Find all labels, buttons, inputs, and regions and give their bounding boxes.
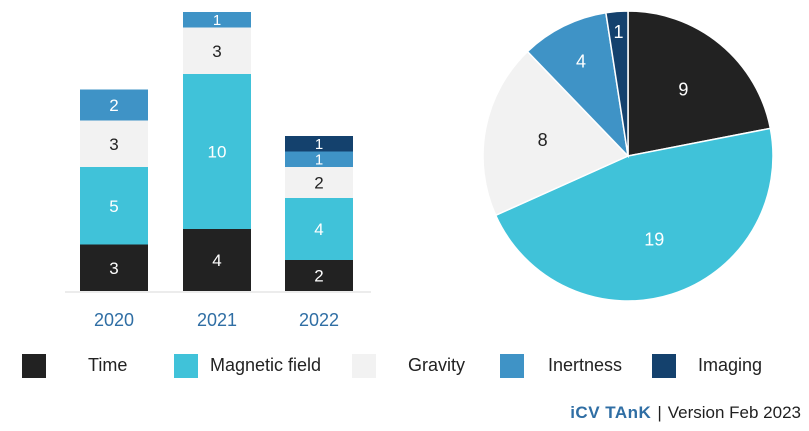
bar-value-label-magnetic-field-2021: 10 <box>208 143 227 162</box>
bar-segment-imaging-2022 <box>285 136 353 152</box>
bar-value-label-gravity-2021: 3 <box>212 42 221 61</box>
bar-value-label-time-2021: 4 <box>212 251 221 270</box>
legend-swatch-time <box>22 354 46 378</box>
bar-value-label-inertness-2022: 1 <box>315 152 323 169</box>
bar-segment-gravity-2022 <box>285 167 353 198</box>
bar-segment-time-2020 <box>80 244 148 291</box>
pie-slice-imaging <box>605 10 629 157</box>
pie-value-label-time: 9 <box>678 79 688 99</box>
bar-segment-magnetic-field-2021 <box>183 74 251 229</box>
footer-separator: | <box>657 403 662 422</box>
bar-segment-time-2022 <box>285 260 353 291</box>
bar-value-label-imaging-2022: 1 <box>315 136 323 153</box>
pie-slice-magnetic-field <box>494 127 774 302</box>
pie-slice-inertness <box>526 11 630 159</box>
bar-value-label-inertness-2020: 2 <box>109 96 118 115</box>
legend-swatch-gravity <box>352 354 376 378</box>
bar-value-label-time-2022: 2 <box>314 267 323 286</box>
bar-segment-time-2021 <box>183 229 251 291</box>
bar-value-label-gravity-2022: 2 <box>314 174 323 193</box>
bar-segment-inertness-2021 <box>183 12 251 28</box>
version-text: Version Feb 2023 <box>667 403 801 422</box>
footer: iCV TAnK | Version Feb 2023 <box>570 403 801 427</box>
pie-value-label-imaging: 1 <box>613 22 623 42</box>
bar-segment-magnetic-field-2022 <box>285 198 353 260</box>
legend-swatch-inertness <box>500 354 524 378</box>
legend: Time Magnetic field Gravity Inertness Im… <box>22 352 802 380</box>
bar-value-label-inertness-2021: 1 <box>213 12 221 29</box>
pie-chart: 9 19 8 4 1 <box>482 10 774 302</box>
legend-swatch-magnetic-field <box>174 354 198 378</box>
legend-label-gravity: Gravity <box>408 355 466 375</box>
bar-segment-inertness-2022 <box>285 151 353 167</box>
bar-segment-gravity-2021 <box>183 27 251 74</box>
legend-label-imaging: Imaging <box>698 355 763 375</box>
legend-label-time: Time <box>88 355 128 375</box>
legend-swatch-imaging <box>652 354 676 378</box>
pie-slice-time <box>627 10 772 157</box>
brand-logo: iCV TAnK <box>570 403 652 422</box>
pie-value-label-magnetic-field: 19 <box>644 229 664 249</box>
bar-value-label-magnetic-field-2022: 4 <box>314 220 323 239</box>
pie-slice-gravity <box>482 50 630 217</box>
pie-value-label-inertness: 4 <box>576 52 586 72</box>
legend-label-inertness: Inertness <box>548 355 623 375</box>
x-tick-label-2022: 2022 <box>299 310 339 330</box>
x-tick-label-2021: 2021 <box>197 310 237 330</box>
legend-label-magnetic-field: Magnetic field <box>210 355 322 375</box>
bar-value-label-time-2020: 3 <box>109 259 118 278</box>
bar-segment-inertness-2020 <box>80 89 148 121</box>
bar-value-label-magnetic-field-2020: 5 <box>109 197 118 216</box>
pie-value-label-gravity: 8 <box>538 130 548 150</box>
bar-segment-magnetic-field-2020 <box>80 167 148 245</box>
bar-value-label-gravity-2020: 3 <box>109 135 118 154</box>
bar-segment-gravity-2020 <box>80 120 148 167</box>
x-tick-label-2020: 2020 <box>94 310 134 330</box>
